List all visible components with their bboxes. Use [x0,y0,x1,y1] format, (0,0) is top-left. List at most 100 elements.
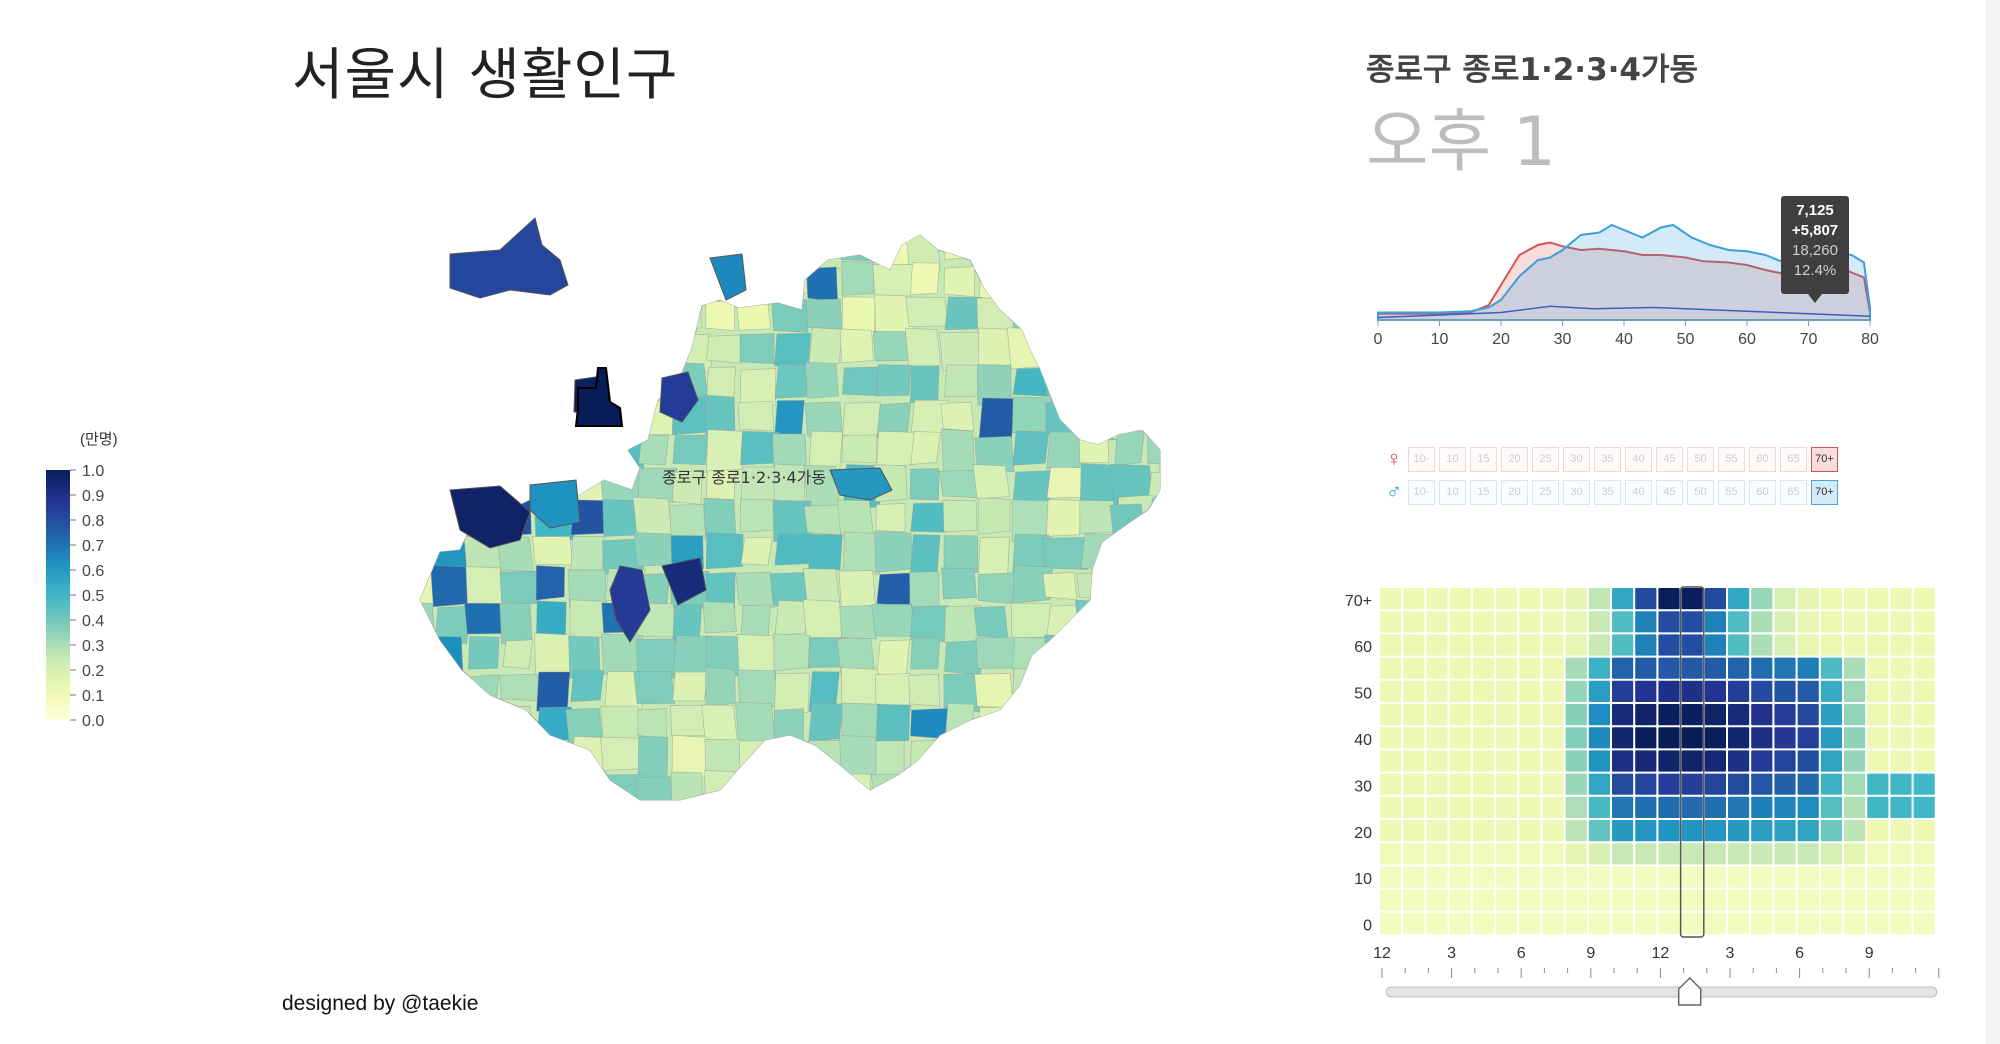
heatmap-cell [1519,912,1541,934]
map-district [433,810,466,845]
heatmap-cell [1426,750,1448,772]
map-district [1179,300,1214,335]
map-district [432,671,465,707]
map-district [420,430,431,471]
map-district [1111,298,1144,332]
male-age-button[interactable]: 20 [1501,479,1528,505]
map-district [420,264,435,304]
female-age-button[interactable]: 10 [1439,446,1466,472]
heatmap-cell [1681,680,1703,702]
female-age-button[interactable]: 20 [1501,446,1528,472]
map-district-hot [529,479,581,529]
heatmap-cell [1519,611,1541,633]
heatmap-cell [1681,866,1703,888]
map-district [1114,429,1145,466]
heatmap-cell [1890,843,1912,865]
heatmap-cell [1751,796,1773,818]
heatmap-cell [1635,750,1657,772]
heatmap-cell [1797,820,1819,842]
male-age-button[interactable]: 15 [1470,479,1497,505]
heatmap-cell [1612,657,1634,679]
map-district [1075,741,1112,779]
heatmap-cell [1588,912,1610,934]
map-district [876,639,911,677]
heatmap-cell [1635,611,1657,633]
map-district [467,293,509,334]
male-age-button[interactable]: 55 [1718,479,1745,505]
male-age-button[interactable]: 50 [1687,479,1714,505]
heatmap-cell [1588,843,1610,865]
heatmap-cell [1519,750,1541,772]
heatmap-cell [1635,912,1657,934]
heatmap-cell [1588,889,1610,911]
heatmap-y-label: 10 [1354,871,1372,888]
female-age-button[interactable]: 55 [1718,446,1745,472]
heatmap-cell [1403,680,1425,702]
heatmap-cell [1820,889,1842,911]
heatmap-cell [1426,588,1448,610]
map-district [672,434,709,466]
heatmap-cell [1519,773,1541,795]
heatmap-cell [1913,750,1935,772]
map-district [705,429,744,473]
heatmap-x-label: 3 [1447,945,1456,962]
heatmap-cell [1844,843,1866,865]
female-age-button[interactable]: 25 [1532,446,1559,472]
male-age-button[interactable]: 30 [1563,479,1590,505]
heatmap-cell [1658,796,1680,818]
time-slider-handle[interactable] [1677,976,1702,1006]
male-age-button[interactable]: 10- [1408,479,1435,505]
map-district [672,235,704,269]
female-age-button[interactable]: 60 [1749,446,1776,472]
map-district [704,738,745,774]
heatmap-cell [1867,704,1889,726]
female-age-button[interactable]: 15 [1470,446,1497,472]
heatmap-cell [1913,912,1935,934]
heatmap-cell [1867,634,1889,656]
credit-text[interactable]: designed by @taekie [282,992,479,1015]
heatmap-cell [1913,704,1935,726]
female-age-button[interactable]: 65 [1780,446,1807,472]
map-district [632,496,673,538]
male-age-button[interactable]: 70+ [1811,479,1838,505]
female-age-button[interactable]: 10- [1408,446,1435,472]
heatmap-cell [1820,588,1842,610]
male-age-button[interactable]: 65 [1780,479,1807,505]
female-age-button[interactable]: 30 [1563,446,1590,472]
male-age-button[interactable]: 60 [1749,479,1776,505]
map-district [1079,633,1114,675]
heatmap-cell [1728,680,1750,702]
map-district [942,499,978,532]
heatmap-cell [1820,634,1842,656]
map-district [433,334,475,364]
heatmap-cell [1403,912,1425,934]
map-district [1182,702,1221,743]
male-age-button[interactable]: 10 [1439,479,1466,505]
heatmap-cell [1797,866,1819,888]
female-age-button[interactable]: 35 [1594,446,1621,472]
female-age-button[interactable]: 50 [1687,446,1714,472]
heatmap-cell [1542,912,1564,934]
female-age-button[interactable]: 70+ [1811,446,1838,472]
male-age-button[interactable]: 45 [1656,479,1683,505]
heatmap-y-label: 40 [1354,732,1372,749]
male-age-button[interactable]: 40 [1625,479,1652,505]
female-age-button[interactable]: 45 [1656,446,1683,472]
seoul-map[interactable] [230,150,1230,960]
heatmap-cell [1426,773,1448,795]
heatmap-cell [1565,611,1587,633]
scrollbar-track[interactable] [1986,0,2000,1044]
female-age-button[interactable]: 40 [1625,446,1652,472]
map-district [944,296,983,330]
male-age-button[interactable]: 35 [1594,479,1621,505]
heatmap-cell [1588,611,1610,633]
area-tick-label: 70 [1800,331,1818,348]
map-district [635,776,679,800]
map-district [1147,433,1160,465]
heatmap-cell [1774,843,1796,865]
male-age-button[interactable]: 25 [1532,479,1559,505]
heatmap-cell [1890,773,1912,795]
map-district [569,769,599,800]
map-district [839,734,879,779]
